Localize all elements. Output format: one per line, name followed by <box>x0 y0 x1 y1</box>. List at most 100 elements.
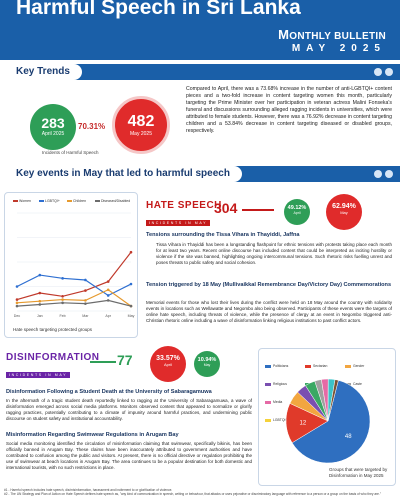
series-line-1 <box>16 274 132 297</box>
key-events-bar: Key events in May that led to harmful sp… <box>0 166 400 182</box>
disinformation-subtitle: INCIDENTS IN MAY <box>6 372 71 378</box>
x-tick-label: Dec <box>14 314 21 318</box>
event-heading-1: Tensions surrounding the Tissa Vihara in… <box>146 232 300 238</box>
pie-legend-swatch <box>265 400 271 404</box>
disinfo-heading-2: Misinformation Regarding Swimwear Regula… <box>6 432 179 438</box>
hs-small-value: 49.12% <box>287 205 307 211</box>
line-chart-card: Women LGBTQI+ Children Diseased/Disabled… <box>4 192 138 338</box>
disinformation-count: 77 <box>117 352 133 368</box>
disinfo-heading-1: Disinformation Following a Student Death… <box>6 389 212 395</box>
april-incidents-circle: 283 April 2025 <box>30 104 76 150</box>
data-point <box>38 303 42 306</box>
hs-small-label: April <box>293 211 301 215</box>
legend-swatch-children <box>67 200 72 203</box>
data-point <box>15 301 19 305</box>
data-point <box>84 299 87 302</box>
data-point <box>38 273 42 277</box>
decor-dot <box>374 170 382 178</box>
pie-slice-label: 48 <box>345 434 352 440</box>
series-line-0 <box>16 251 132 301</box>
trend-summary: Compared to April, there was a 73.68% in… <box>186 86 392 134</box>
hate-speech-banner: HATE SPEECH INCIDENTS IN MAY <box>146 200 222 229</box>
data-point <box>84 289 87 292</box>
april-incidents-label: April 2025 <box>41 131 65 137</box>
series-line-3 <box>16 299 132 307</box>
hate-speech-title: HATE SPEECH <box>146 200 222 211</box>
disinformation-title: DISINFORMATION <box>6 352 100 363</box>
footnote-1: #1 - Harmful speech includes hate speech… <box>4 488 173 492</box>
pie-slice-8 <box>327 379 339 422</box>
x-tick-label: May <box>128 314 135 318</box>
data-point <box>84 278 87 282</box>
data-point <box>84 302 87 305</box>
pie-legend-swatch <box>265 382 271 386</box>
data-point <box>106 294 110 297</box>
pie-legend-item: Media <box>265 400 305 404</box>
legend-item: Children <box>67 199 86 203</box>
data-point <box>15 304 19 308</box>
legend-swatch-women <box>13 200 18 203</box>
data-point <box>129 282 133 286</box>
decor-dot <box>374 68 382 76</box>
hs-big-label: May <box>340 210 348 215</box>
data-point <box>61 301 64 305</box>
bulletin-label: MONTHLY BULLETIN MAY 2025 <box>278 27 386 54</box>
hate-speech-subtitle: INCIDENTS IN MAY <box>146 220 211 226</box>
data-point <box>38 299 42 303</box>
may-incidents-circle: 482 May 2025 <box>112 96 170 154</box>
data-point <box>129 304 133 308</box>
data-point <box>61 277 64 280</box>
pie-legend-item: LGBTQI+ <box>265 418 305 422</box>
x-tick-label: Feb <box>59 314 65 318</box>
header-banner: Harmful Speech in Sri Lanka MONTHLY BULL… <box>0 0 400 60</box>
line-chart: Dec Jan Feb Mar Apr May <box>14 212 135 318</box>
legend-swatch-disabled <box>95 200 100 203</box>
disinfo-big-label: April <box>163 362 172 367</box>
series-line-2 <box>16 289 132 307</box>
may-incidents-label: May 2025 <box>130 131 152 137</box>
data-point <box>106 280 110 283</box>
pie-legend-item: Sectarian <box>305 364 345 368</box>
bulletin-month-year: MAY 2025 <box>291 43 386 54</box>
data-point <box>106 288 110 292</box>
disinfo-text-2: Social media monitoring identified the c… <box>6 441 252 470</box>
legend-swatch-lgbtqi <box>39 200 44 203</box>
pie-legend-swatch <box>265 364 271 368</box>
footnotes: #1 - Harmful speech includes hate speech… <box>4 488 396 496</box>
pie-chart: 48 12 <box>285 378 371 464</box>
pie-legend-swatch <box>345 364 351 368</box>
data-point <box>129 250 133 254</box>
event-text-2: Memorial events for those who lost their… <box>146 300 392 323</box>
bulletin-big-letter: M <box>278 27 290 42</box>
decor-dot <box>385 68 393 76</box>
pie-legend-item: Politicians <box>265 364 305 368</box>
disinfo-small-label: May <box>203 363 211 367</box>
chart-caption: Hate speech targeting protected groups <box>13 327 93 332</box>
april-incidents-value: 283 <box>41 115 65 131</box>
trend-caption: Incidents of Harmful Speech <box>42 150 99 155</box>
bulletin-rest: ONTHLY BULLETIN <box>289 31 386 42</box>
pie-legend-item: Gender <box>345 364 385 368</box>
data-point <box>15 298 19 301</box>
legend-item: Diseased/Disabled <box>95 199 130 203</box>
data-point <box>38 291 42 295</box>
bulletin-title: Harmful Speech in Sri Lanka <box>16 0 301 19</box>
event-heading-2: Tension triggered by 18 May (Mullivaikka… <box>146 282 392 288</box>
disinformation-banner: DISINFORMATION INCIDENTS IN MAY <box>6 352 99 381</box>
disinfo-big-value: 33.57% <box>156 355 180 362</box>
arrow-line <box>242 209 274 211</box>
key-events-label: Key events in May that led to harmful sp… <box>0 166 242 182</box>
disinfo-big-circle: 33.57% April <box>150 346 186 382</box>
hate-speech-small-circle: 49.12% April <box>284 199 310 225</box>
event-text-1: Tissa Vihara in Thayiddi has been a long… <box>156 242 392 265</box>
may-incidents-value: 482 <box>127 113 155 130</box>
pie-legend-swatch <box>265 418 271 422</box>
data-point <box>61 298 64 301</box>
x-tick-label: Apr <box>105 314 111 318</box>
disinfo-small-value: 10.94% <box>197 357 217 363</box>
decor-dot <box>385 170 393 178</box>
pie-slice-0 <box>291 380 371 464</box>
key-trends-bar: Key Trends <box>0 64 400 80</box>
pie-legend-swatch <box>305 364 311 368</box>
legend-item: LGBTQI+ <box>39 199 60 203</box>
